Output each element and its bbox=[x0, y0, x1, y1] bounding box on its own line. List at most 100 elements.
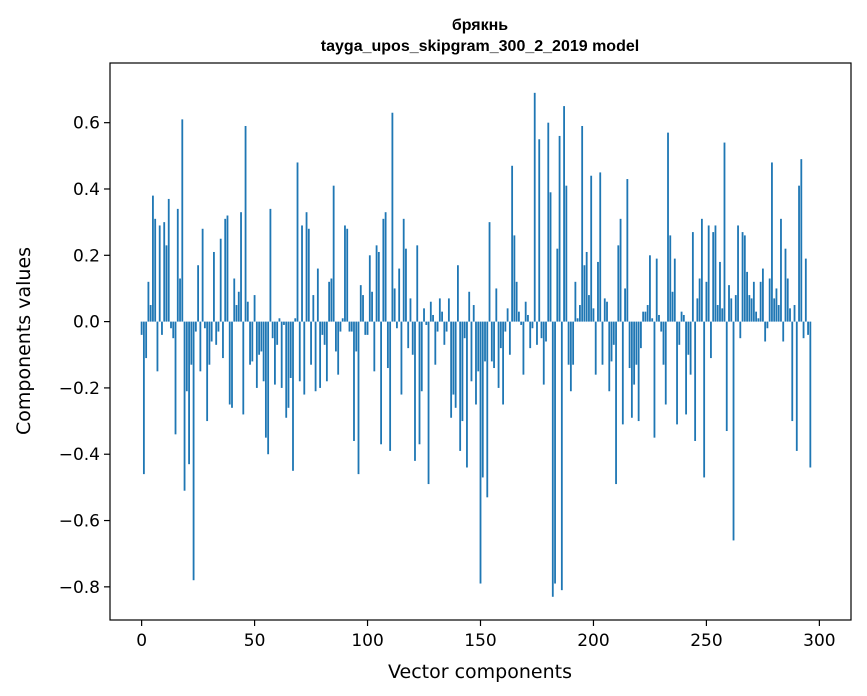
bar bbox=[669, 235, 672, 322]
bar bbox=[687, 321, 690, 355]
bar bbox=[255, 321, 258, 388]
bar bbox=[800, 159, 803, 322]
bar bbox=[486, 321, 489, 498]
bar bbox=[504, 321, 507, 332]
bar bbox=[673, 258, 676, 322]
bar bbox=[617, 245, 620, 322]
bar bbox=[807, 321, 809, 335]
bar bbox=[325, 321, 328, 382]
bar bbox=[411, 321, 414, 355]
x-tick-label: 100 bbox=[351, 631, 383, 651]
bar bbox=[716, 305, 719, 322]
x-axis-label: Vector components bbox=[388, 661, 572, 683]
bar bbox=[565, 185, 568, 322]
bar bbox=[371, 291, 373, 322]
bar bbox=[597, 261, 599, 322]
bar bbox=[710, 321, 712, 359]
bar bbox=[757, 318, 760, 322]
bar bbox=[809, 321, 812, 468]
bar bbox=[260, 321, 263, 352]
bar bbox=[432, 314, 434, 322]
bar bbox=[644, 311, 647, 322]
bar bbox=[301, 225, 303, 322]
bar bbox=[147, 281, 150, 322]
bar bbox=[746, 271, 748, 322]
bar bbox=[626, 179, 629, 322]
y-tick-label: −0.2 bbox=[59, 379, 100, 399]
bar bbox=[712, 232, 715, 322]
bar bbox=[224, 218, 227, 322]
bar bbox=[766, 321, 769, 329]
y-tick-label: −0.4 bbox=[59, 445, 100, 465]
bar bbox=[782, 321, 785, 342]
bar bbox=[560, 321, 563, 591]
bar bbox=[547, 122, 550, 322]
bar bbox=[278, 318, 281, 322]
bar bbox=[468, 291, 471, 322]
bar bbox=[197, 265, 200, 322]
bar bbox=[176, 208, 179, 322]
bar bbox=[353, 321, 355, 441]
bar bbox=[694, 321, 697, 441]
bar bbox=[610, 321, 613, 362]
bar bbox=[165, 245, 168, 322]
bar bbox=[429, 301, 432, 322]
bar bbox=[292, 321, 294, 471]
bar bbox=[793, 305, 796, 322]
bar bbox=[590, 175, 593, 322]
bar bbox=[791, 321, 794, 422]
bar bbox=[237, 291, 240, 322]
bar bbox=[185, 321, 188, 392]
bar bbox=[780, 218, 782, 322]
bar bbox=[542, 321, 545, 385]
bar bbox=[262, 321, 265, 382]
bar bbox=[574, 281, 577, 322]
bar bbox=[682, 314, 685, 322]
bar bbox=[655, 258, 658, 322]
bar bbox=[228, 321, 231, 405]
bar bbox=[289, 321, 292, 378]
chart-subtitle: tayga_upos_skipgram_300_2_2019 model bbox=[321, 38, 639, 55]
bar bbox=[743, 235, 746, 322]
bar bbox=[676, 321, 678, 425]
bar bbox=[664, 321, 667, 405]
bar bbox=[409, 298, 412, 322]
bar bbox=[581, 125, 584, 322]
bar bbox=[513, 235, 516, 322]
bar bbox=[425, 321, 428, 325]
bar bbox=[730, 298, 733, 322]
bar bbox=[511, 165, 514, 322]
bar bbox=[337, 321, 340, 375]
bar bbox=[305, 212, 308, 322]
bar bbox=[362, 295, 364, 322]
bar bbox=[199, 321, 202, 372]
bar bbox=[274, 321, 276, 385]
bar bbox=[752, 281, 755, 322]
bar bbox=[393, 288, 396, 322]
bar bbox=[170, 321, 172, 329]
bar bbox=[396, 321, 398, 329]
bar bbox=[662, 321, 665, 365]
bar bbox=[472, 305, 475, 322]
bar bbox=[603, 298, 606, 322]
bar bbox=[389, 321, 392, 451]
bar bbox=[678, 321, 681, 345]
bar bbox=[515, 281, 518, 322]
bar bbox=[377, 251, 380, 322]
bar bbox=[328, 281, 331, 322]
bar bbox=[549, 192, 552, 322]
bar bbox=[479, 321, 482, 584]
bar bbox=[294, 318, 297, 322]
bar bbox=[253, 295, 256, 322]
bar bbox=[518, 311, 520, 322]
bar bbox=[183, 321, 186, 491]
bar bbox=[563, 106, 565, 322]
bar bbox=[764, 321, 767, 342]
bar bbox=[244, 125, 247, 322]
bar bbox=[551, 321, 554, 597]
bar bbox=[405, 248, 407, 322]
x-tick-label: 300 bbox=[803, 631, 835, 651]
bar bbox=[316, 268, 319, 322]
bar bbox=[737, 225, 739, 322]
bar bbox=[251, 321, 254, 362]
